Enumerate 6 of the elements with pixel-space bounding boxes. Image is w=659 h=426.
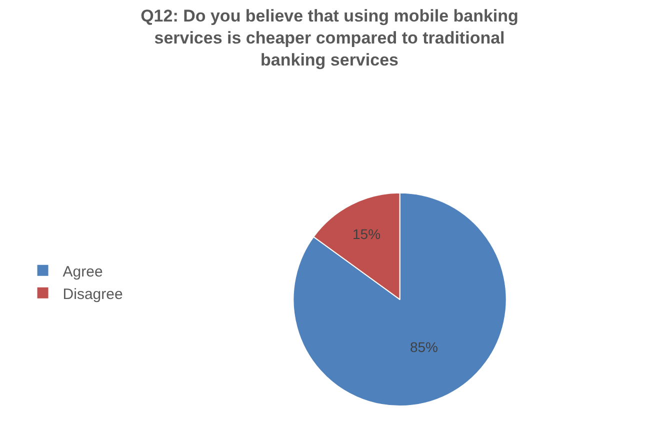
- data-label: 15%: [352, 226, 381, 242]
- pie-slice: [292, 192, 507, 406]
- chart-title: Q12: Do you believe that using mobile banking services is cheaper compared to traditional banking services: [140, 6, 518, 70]
- legend-label: Disagree: [62, 286, 123, 303]
- legend-label: Agree: [62, 263, 103, 280]
- data-label: 85%: [410, 338, 438, 355]
